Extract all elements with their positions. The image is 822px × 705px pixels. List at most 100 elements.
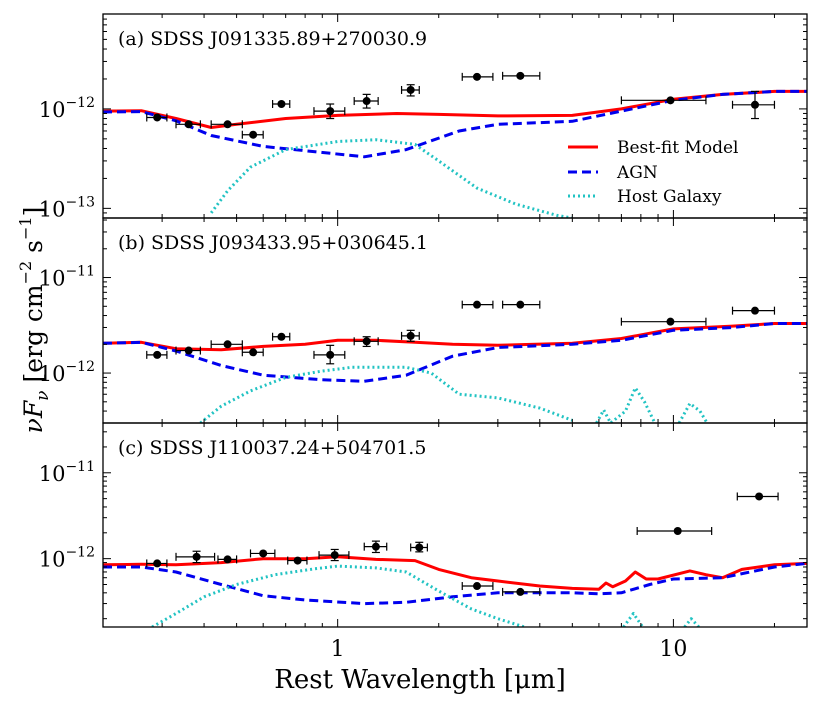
- series-host-line: [151, 564, 525, 627]
- panel-2-points: [146, 300, 776, 365]
- data-point: [736, 492, 779, 501]
- data-point-marker: [406, 331, 415, 340]
- data-point-marker: [415, 543, 424, 552]
- data-point-marker: [326, 350, 335, 359]
- y-tick-label: 10−12: [39, 95, 95, 122]
- panel-1-series: [103, 89, 807, 218]
- data-point: [313, 103, 346, 120]
- data-point: [146, 113, 168, 122]
- data-point: [502, 71, 541, 80]
- data-point: [400, 329, 420, 342]
- data-point: [636, 526, 713, 535]
- series-agn-line: [103, 89, 807, 159]
- data-point: [271, 332, 291, 341]
- data-point-marker: [755, 492, 764, 501]
- data-point-marker: [666, 96, 675, 105]
- data-point: [287, 556, 308, 565]
- data-point: [400, 84, 420, 97]
- panel-title: (c) SDSS J110037.24+504701.5: [118, 437, 426, 459]
- data-point-marker: [223, 340, 232, 349]
- y-tick-label: 10−13: [39, 194, 95, 221]
- panel-2: 10−12 10−11 (b) SDSS J093433.95+030645.1: [39, 217, 808, 424]
- data-point: [175, 346, 201, 355]
- data-point-marker: [153, 350, 162, 359]
- y-label-units-mid: s: [19, 240, 48, 261]
- series-host-line: [622, 612, 644, 627]
- series-host-line: [677, 402, 709, 423]
- data-point: [461, 582, 494, 591]
- data-point-marker: [326, 107, 335, 116]
- series-host-line: [199, 365, 573, 423]
- legend-model-label: Best-fit Model: [617, 138, 738, 158]
- panel-3-points: [146, 492, 779, 596]
- panel-3: 10−12 10−11 1 10 (c) SDSS J110037.24+504701.…: [39, 422, 808, 662]
- data-point: [353, 336, 379, 348]
- data-point-marker: [184, 346, 193, 355]
- data-point: [241, 130, 264, 139]
- data-point-marker: [153, 113, 162, 122]
- data-point-marker: [666, 317, 675, 326]
- data-point: [217, 555, 238, 564]
- y-tick-label: 10−11: [39, 459, 95, 486]
- data-point: [271, 100, 291, 109]
- panel-title: (a) SDSS J091335.89+270030.9: [118, 28, 427, 50]
- series-agn-line: [103, 561, 807, 606]
- data-point-marker: [406, 85, 415, 94]
- data-point: [313, 344, 346, 365]
- legend: Best-fit Model AGN Host Galaxy: [568, 138, 738, 207]
- data-point-marker: [330, 551, 339, 560]
- data-point: [461, 300, 494, 309]
- panel-3-series: [103, 555, 807, 627]
- series-agn-line: [103, 322, 807, 383]
- data-point: [241, 348, 264, 357]
- panel-2-series: [103, 322, 807, 423]
- y-label-sub: ν: [33, 390, 53, 400]
- x-tick-label: 10: [659, 637, 687, 662]
- panel-title: (b) SDSS J093433.95+030645.1: [118, 232, 428, 254]
- y-label-units-post: ]: [19, 207, 48, 217]
- y-tick-label: 10−11: [39, 264, 95, 291]
- data-point-marker: [223, 120, 232, 129]
- series-model-line: [103, 555, 807, 591]
- y-tick-label: 10−12: [39, 359, 95, 386]
- series-model-line: [103, 89, 807, 129]
- data-point-marker: [153, 559, 162, 568]
- data-point: [502, 300, 541, 309]
- data-point: [146, 350, 168, 359]
- data-point: [731, 306, 776, 315]
- data-point-marker: [184, 120, 193, 129]
- data-point: [410, 541, 428, 553]
- data-point-marker: [516, 300, 525, 309]
- data-point-marker: [249, 130, 258, 139]
- data-point: [146, 559, 168, 568]
- y-axis-label: νFν [erg cm−2 s−1]: [16, 207, 53, 434]
- series-host-line: [595, 386, 657, 423]
- panel-frame: [102, 422, 808, 628]
- svg-text:νFν [erg cm−2 s−1]: νFν [erg cm−2 s−1]: [16, 207, 53, 434]
- x-tick-label: 1: [331, 637, 345, 662]
- data-point: [175, 120, 201, 129]
- legend-agn-label: AGN: [616, 163, 658, 183]
- data-point-marker: [259, 549, 268, 558]
- data-point: [620, 317, 707, 326]
- data-point: [318, 548, 350, 562]
- data-point: [731, 90, 776, 120]
- data-point-marker: [750, 100, 759, 109]
- data-point-marker: [277, 100, 286, 109]
- data-point: [175, 550, 216, 564]
- data-point: [461, 72, 494, 81]
- series-model-line: [103, 322, 807, 352]
- data-point: [620, 96, 707, 105]
- data-point-marker: [472, 72, 481, 81]
- series-host-line: [209, 138, 573, 218]
- data-point: [249, 549, 276, 558]
- legend-host-label: Host Galaxy: [617, 187, 722, 207]
- y-tick-label: 10−12: [39, 545, 95, 572]
- y-label-nuf: νF: [19, 399, 48, 433]
- data-point-marker: [673, 526, 682, 535]
- data-point-marker: [277, 332, 286, 341]
- panel-1: 10−13 10−12 (a) SDSS J091335.89+270030.9: [39, 13, 808, 221]
- x-axis-label: Rest Wavelength [μm]: [274, 665, 565, 695]
